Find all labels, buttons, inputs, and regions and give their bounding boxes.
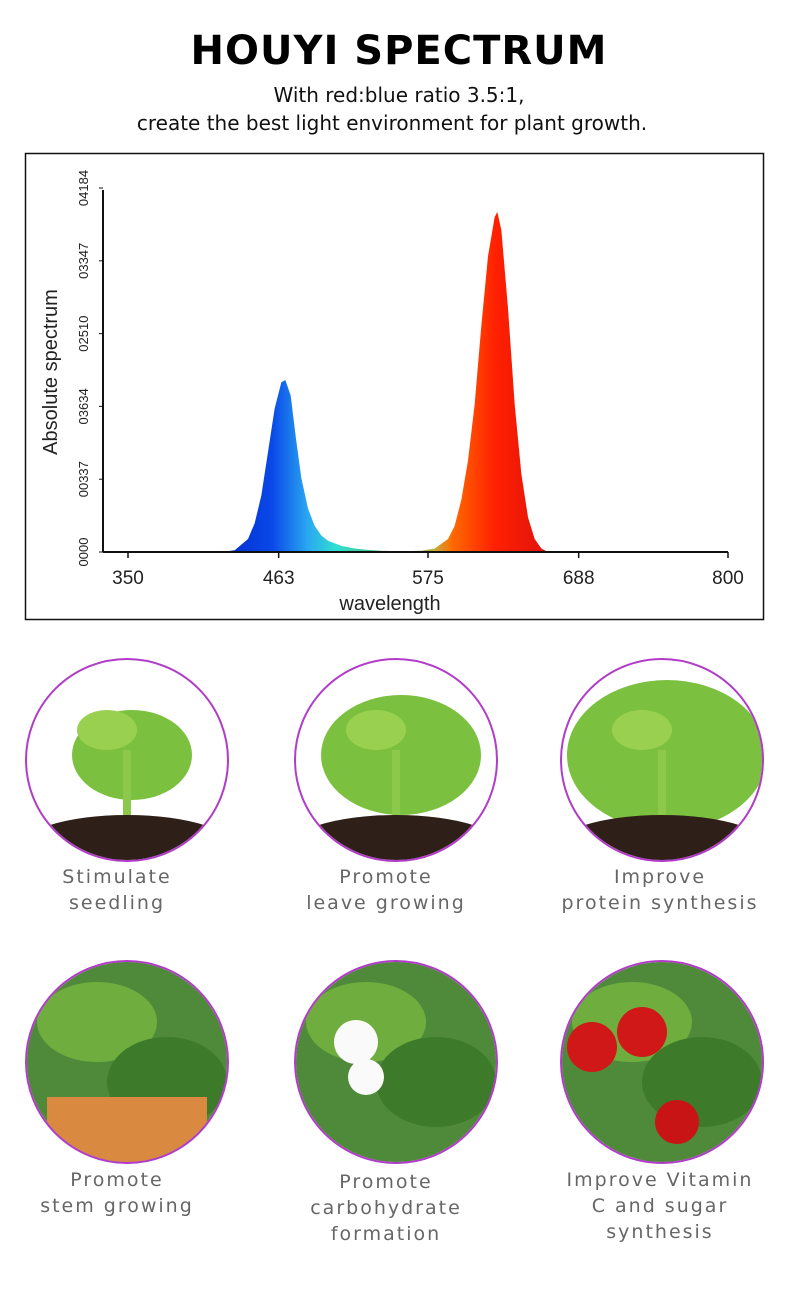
benefit-label: formation — [331, 1223, 441, 1245]
spectrum-area — [221, 212, 549, 552]
chart-frame — [24, 152, 765, 621]
flower — [348, 1059, 384, 1095]
subtitle: create the best light environment for pl… — [137, 111, 647, 135]
benefit-circle — [560, 960, 764, 1164]
illustration — [296, 962, 496, 1162]
x-tick-label: 800 — [712, 568, 744, 589]
foliage — [321, 695, 481, 815]
benefit-label: carbohydrate — [310, 1197, 462, 1219]
benefit-label: stem growing — [40, 1195, 194, 1217]
benefit-label: Improve — [614, 866, 706, 888]
illustration — [296, 660, 496, 860]
illustration — [27, 660, 227, 860]
x-tick-label: 575 — [412, 568, 444, 589]
benefit-circle — [25, 658, 229, 862]
y-tick-label: 03634 — [76, 388, 91, 424]
benefit-label: protein synthesis — [561, 892, 758, 914]
foliage — [567, 680, 762, 830]
illustration — [27, 962, 227, 1162]
benefit-label: synthesis — [606, 1221, 713, 1243]
benefit-label: Stimulate — [62, 866, 171, 888]
benefits: Stimulate seedling Promote leave growing Imp… — [25, 658, 764, 1245]
benefit-label: Promote — [339, 866, 432, 888]
illustration — [562, 660, 762, 860]
y-tick-label: 03347 — [76, 243, 91, 279]
berry — [617, 1007, 667, 1057]
foliage — [376, 1037, 496, 1127]
berry — [655, 1100, 699, 1144]
soil — [296, 815, 496, 860]
benefit-label: Improve Vitamin — [567, 1169, 754, 1191]
y-axis-label: Absolute spectrum — [40, 289, 62, 455]
benefit-label: seedling — [69, 892, 165, 914]
benefit-circle — [294, 658, 498, 862]
foliage — [346, 710, 406, 750]
pot — [47, 1097, 207, 1162]
soil — [27, 815, 227, 860]
stem — [658, 750, 666, 820]
title: HOUYI SPECTRUM — [191, 28, 608, 74]
x-axis-label: wavelength — [338, 593, 440, 615]
x-tick-label: 350 — [112, 568, 144, 589]
benefit-label: Promote — [339, 1171, 432, 1193]
foliage — [37, 982, 157, 1062]
benefit-label: C and sugar — [592, 1195, 729, 1217]
benefit-circle — [25, 960, 229, 1164]
foliage — [77, 710, 137, 750]
y-tick-label: 0000 — [76, 538, 91, 567]
x-tick-label: 463 — [263, 568, 295, 589]
y-tick-label: 02510 — [76, 316, 91, 352]
foliage — [612, 710, 672, 750]
benefit-circle — [294, 960, 498, 1164]
illustration — [562, 962, 762, 1162]
stem — [392, 750, 400, 820]
stem — [123, 750, 131, 820]
flower — [334, 1020, 378, 1064]
berry — [567, 1022, 617, 1072]
y-tick-label: 00337 — [76, 461, 91, 497]
y-tick-label: 04184 — [76, 170, 91, 206]
soil — [562, 815, 762, 860]
benefit-circle — [560, 658, 764, 862]
subtitle: With red:blue ratio 3.5:1, — [274, 83, 525, 107]
benefit-label: Promote — [70, 1169, 163, 1191]
chart: 350 463 575 688 800 0000 00337 03634 02510 03347 0… — [40, 170, 744, 615]
benefit-label: leave growing — [306, 892, 466, 914]
x-tick-label: 688 — [563, 568, 595, 589]
